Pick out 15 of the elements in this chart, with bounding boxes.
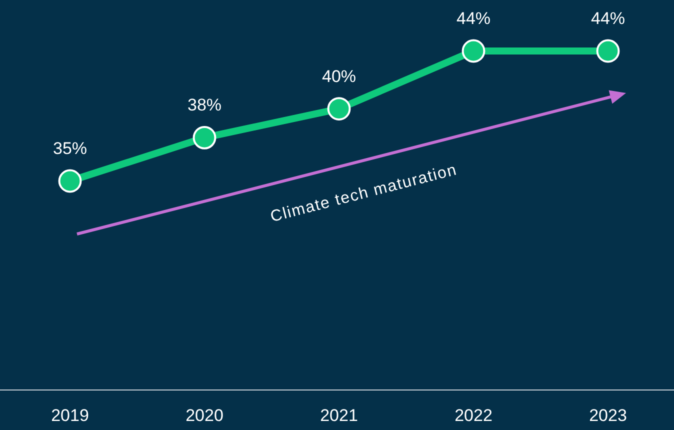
data-label: 38% [187,96,222,115]
x-tick-label: 2021 [320,406,358,426]
data-label: 44% [456,9,491,28]
x-tick-label: 2020 [186,406,224,426]
point [327,97,351,120]
data-label: 44% [590,9,626,28]
x-tick-label: 2023 [589,406,627,426]
point [192,126,216,150]
data-label: 40% [322,66,356,86]
point [462,39,486,63]
x-tick-label: 2019 [51,406,89,426]
point [596,39,620,63]
data-label: 35% [52,139,88,158]
x-tick-label: 2022 [454,406,492,426]
point [58,169,82,193]
